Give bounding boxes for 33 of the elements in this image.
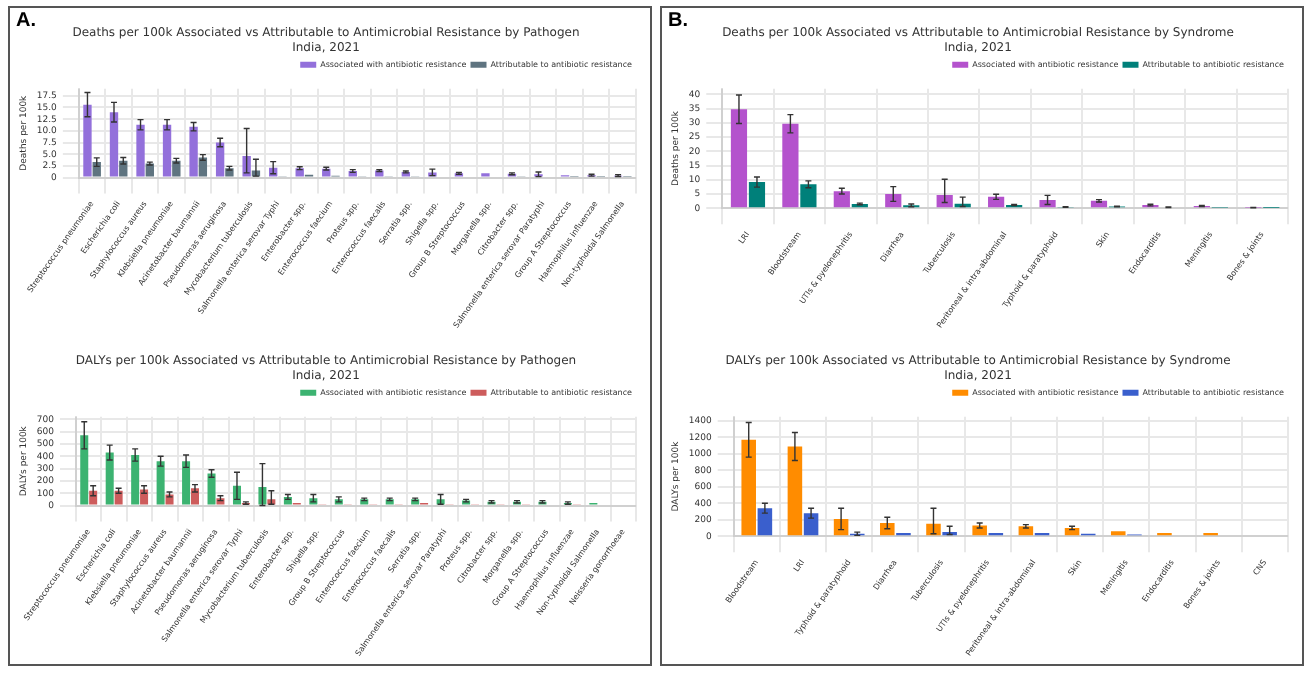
- bar: [105, 452, 114, 505]
- bar: [730, 109, 748, 208]
- text: B.: [668, 10, 688, 32]
- bar: [936, 195, 953, 208]
- text: A.: [16, 10, 36, 32]
- bar: [833, 191, 850, 208]
- bar: [136, 124, 145, 177]
- bar: [885, 193, 902, 208]
- bar: [880, 523, 895, 536]
- bar: [207, 473, 216, 505]
- bar: [803, 513, 819, 536]
- bar: [782, 123, 799, 208]
- bar: [131, 455, 140, 505]
- bar: [215, 142, 225, 177]
- bar: [156, 461, 165, 505]
- bar: [295, 168, 304, 177]
- bar: [182, 461, 191, 505]
- bar: [109, 112, 119, 177]
- bar: [972, 525, 987, 536]
- bar: [189, 126, 198, 177]
- bar: [162, 124, 172, 177]
- bar: [741, 439, 756, 536]
- bar: [172, 160, 181, 177]
- bar: [83, 104, 92, 177]
- bar: [926, 523, 941, 536]
- bar: [114, 490, 123, 505]
- bar: [198, 157, 208, 177]
- bar: [92, 162, 101, 177]
- bar: [757, 508, 773, 536]
- bar: [787, 446, 803, 536]
- bar: [748, 182, 766, 208]
- bar: [800, 184, 817, 208]
- bar: [80, 435, 89, 505]
